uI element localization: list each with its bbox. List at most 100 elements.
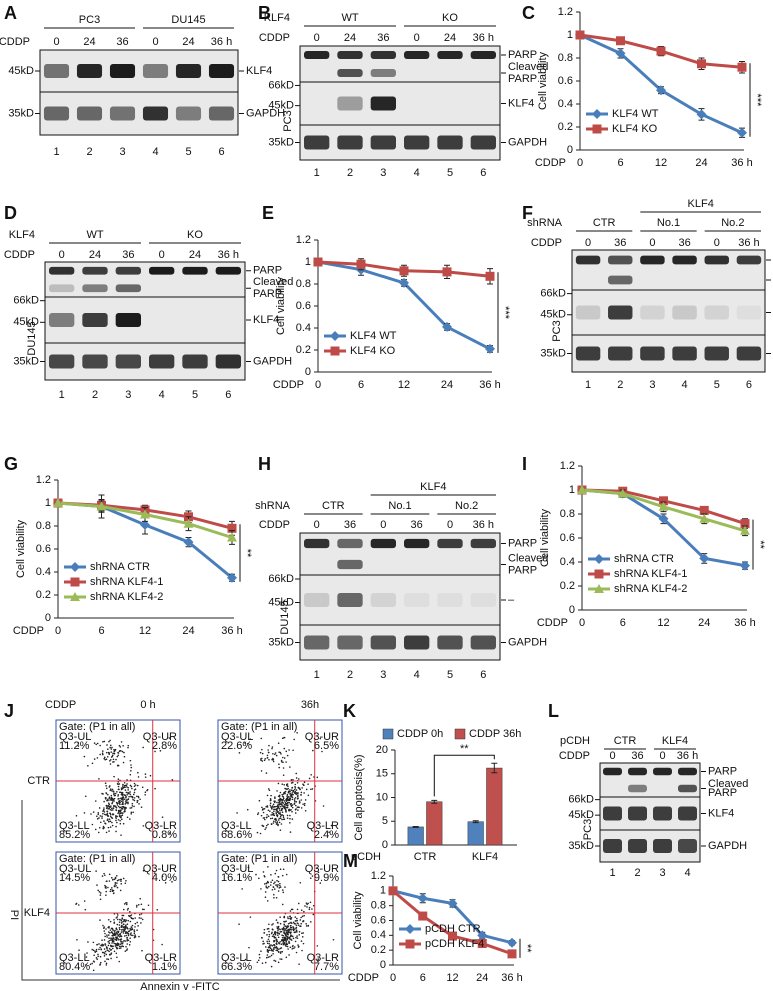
flow-event [269, 947, 272, 950]
kd-marker: 35kD [13, 355, 39, 367]
y-axis-title: Cell viability [539, 508, 551, 567]
flow-event [129, 941, 132, 943]
flow-cddp: CDDP [45, 699, 76, 711]
flow-event [277, 819, 280, 821]
point [616, 36, 625, 46]
flow-event [316, 776, 319, 779]
lane-number: 1 [314, 167, 320, 179]
flow-event [120, 809, 122, 812]
flow-event [312, 749, 314, 752]
flow-event [291, 798, 294, 801]
y-tick-label: 15 [376, 768, 388, 780]
flow-event [116, 791, 118, 793]
flow-event [304, 809, 307, 812]
flow-event [300, 916, 302, 919]
band [404, 135, 430, 150]
flow-event [143, 908, 145, 911]
flow-event [139, 798, 141, 801]
band [608, 255, 633, 265]
kd-marker: 45kD [268, 596, 294, 608]
legend-label: CDDP 36h [469, 728, 521, 740]
flow-event [121, 814, 124, 817]
flow-event [134, 788, 137, 790]
flow-event [283, 803, 286, 806]
flow-event [288, 937, 290, 939]
flow-event [294, 920, 297, 922]
flow-event [121, 918, 123, 920]
flow-event [97, 955, 100, 958]
flow-event [266, 881, 269, 884]
flow-event [246, 808, 249, 811]
flow-event [285, 935, 288, 937]
lane-label: 24 [344, 32, 356, 44]
flow-event [266, 805, 269, 807]
quadrant-value: 2.8% [152, 740, 177, 752]
point [699, 505, 709, 515]
flow-event [279, 952, 282, 954]
flow-event [266, 934, 268, 936]
flow-event [295, 804, 297, 807]
flow-event [267, 866, 269, 868]
flow-event [259, 758, 262, 760]
flow-event [300, 925, 302, 927]
flow-event [97, 811, 100, 814]
group-label: WT [86, 229, 103, 241]
flow-event [106, 755, 109, 758]
flow-event [280, 930, 283, 933]
flow-event [282, 818, 285, 821]
flow-event [281, 793, 283, 796]
flow-event [286, 817, 289, 819]
lane-label: 36 [122, 249, 134, 261]
flow-event [271, 945, 274, 947]
flow-event [83, 812, 86, 814]
flow-x-label: Annexin v -FITC [140, 981, 220, 991]
x-prefix: CDDP [537, 617, 568, 629]
flow-event [109, 813, 112, 816]
flow-event [266, 954, 269, 956]
flow-event [119, 819, 121, 822]
flow-event [268, 789, 271, 792]
point [227, 572, 237, 583]
point [140, 519, 150, 530]
flow-event [99, 963, 102, 966]
flow-event [127, 786, 130, 789]
flow-event [133, 805, 135, 808]
flow-event [108, 937, 110, 940]
flow-event [112, 807, 115, 809]
flow-event [330, 824, 333, 827]
flow-event [130, 813, 133, 815]
y-tick-label: 0.8 [371, 900, 386, 912]
flow-event [302, 783, 304, 785]
flow-event [294, 916, 297, 918]
flow-event [106, 947, 109, 949]
kd-marker: 35kD [568, 840, 594, 852]
flow-event [278, 817, 281, 820]
flow-event [270, 823, 273, 825]
flow-event [108, 950, 110, 953]
x-tick-label: 0 [390, 972, 396, 984]
flow-event [96, 943, 99, 946]
flow-event [297, 809, 299, 811]
band-label: PARP [253, 265, 282, 277]
flow-event [289, 831, 292, 833]
flow-event [281, 936, 284, 939]
flow-event [288, 801, 290, 804]
flow-event [311, 908, 313, 910]
flow-event [309, 877, 312, 880]
flow-event [258, 877, 260, 880]
flow-event [307, 902, 309, 905]
flow-event [132, 811, 134, 814]
flow-event [119, 799, 121, 802]
flow-event [115, 814, 117, 817]
band [736, 346, 762, 361]
flow-event [124, 786, 126, 789]
significance-label: ** [460, 743, 469, 755]
flow-event [130, 764, 132, 766]
flow-event [137, 925, 139, 927]
flow-event [270, 874, 272, 876]
flow-event [133, 782, 136, 785]
quadrant-value: 1.1% [152, 961, 177, 973]
flow-event [271, 935, 274, 938]
band [672, 305, 697, 320]
flow-event [93, 961, 96, 963]
